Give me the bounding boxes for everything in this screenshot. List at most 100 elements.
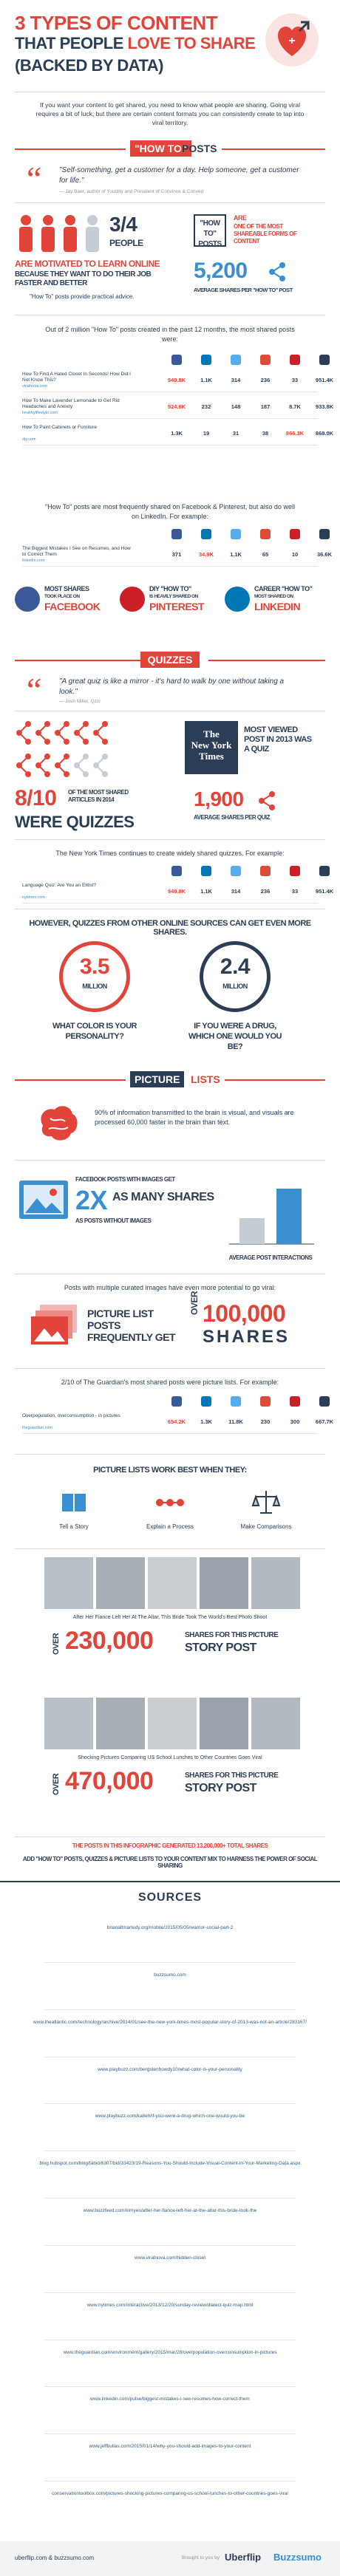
share-dot [16,762,22,768]
quote-mark: “ [27,160,42,197]
share-count: 1.1K [200,377,212,383]
share-dot [16,730,22,736]
source-item: www.nytimes.com/interactive/2013/12/20/s… [86,2302,254,2308]
examples: After Her Fiance Left Her At The Altar, … [0,1557,340,1838]
quiz-fraction: 8/10 [15,786,57,810]
g [86,215,99,252]
post-title: How To Make Lavender Lemonade to Get Rid… [22,398,120,409]
network-text: CAREER "HOW TO" [254,585,313,592]
rect [64,227,77,252]
line [15,1079,126,1081]
source-divider [44,2009,296,2010]
source-divider [44,2433,296,2435]
fb-big: 2X [75,1185,108,1215]
share-symbol [93,754,108,777]
network-icon [290,866,300,876]
network-icon [260,866,271,876]
stat-fraction: 3/4 [109,213,137,236]
table-row: The Biggest Mistakes I See on Resumes, a… [22,544,332,567]
share-dot [102,754,108,759]
share-dot [64,721,69,727]
share-symbol [74,754,89,777]
share-count: 924.6K [167,403,186,410]
quote-author: — Jay Baer, author of Youtility and Pres… [59,189,204,194]
path [25,1198,62,1213]
source-item: brianaltmartedy.org/mobile/2015/05/05/wa… [106,1925,234,1930]
source-item: www.buzzfeed.com/kimyeo/after-her-fiance… [83,2208,257,2214]
network-icon [231,355,241,365]
photo [200,1698,248,1749]
network-icon [319,529,330,539]
circle-unit: MILLION [222,983,248,990]
network-icon [260,355,271,365]
post-title: Overpopulation, overconsumption - in pic… [22,1413,120,1418]
photo [44,1557,93,1609]
network-icon [201,529,211,539]
network-text: IS HEAVILY SHARED ON [149,594,198,599]
photo [251,1557,300,1609]
share-symbol [35,721,50,745]
network-text: FACEBOOK [44,601,101,612]
share-count: 31 [232,430,239,437]
share-count: 371 [171,551,182,558]
path [271,264,283,279]
nyt-logo-text: The [203,728,220,739]
table-row: Language Quiz: Are You an Elitist? nytime… [22,881,333,903]
example-text: SHARES FOR THIS PICTURE [185,1772,279,1780]
multi-text: PICTURE LIST POSTS FREQUENTLY GET [87,1308,176,1343]
share-dot [35,730,41,736]
post-title: Language Quiz: Are You an Elitist? [22,883,97,888]
quote: "A great quiz is like a mirror - it's ha… [59,677,285,696]
line [15,660,140,661]
share-count: 314 [231,888,241,895]
share-dot [93,730,99,736]
share-dot [83,771,89,777]
path [41,1106,78,1141]
share-dot [55,762,61,768]
work-best: PICTURE LISTS WORK BEST WHEN THEY: [93,1466,247,1475]
example-text: SHARES FOR THIS PICTURE [185,1631,279,1639]
network-icon [171,866,182,876]
footer-brought: Brought to you by [182,2555,220,2560]
circle [21,215,31,225]
intro-text: If you want your content to get shared, … [35,101,305,126]
brain-icon [41,1106,78,1141]
summary-call: ADD "HOW TO" POSTS, QUIZZES & PICTURE LI… [22,1856,318,1869]
table-row: How To Paint Cabinets or Furniture diy.co… [22,423,333,445]
rect [19,227,33,252]
quiz-avg: 1,900 [194,788,244,810]
photo [148,1698,197,1749]
share-count: 187 [260,403,271,410]
brain-text: 90% of information transmitted to the br… [95,1109,294,1126]
source-divider [44,2292,296,2293]
heart-icon: + [265,13,319,66]
multi-intro: Posts with multiple curated images have … [64,1284,276,1291]
network-text: DIY "HOW TO" [149,585,191,592]
post-source: nytimes.com [22,895,45,900]
table-header [0,1396,340,1407]
share-count: 933.8K [315,403,334,410]
banner-tag: PICTURE [130,1071,185,1087]
photo [96,1698,145,1749]
share-count: 36.6K [316,551,332,558]
post-source: linkedin.com [22,558,45,563]
network-text: LINKEDIN [254,601,301,612]
rect [41,227,55,252]
share-dot [25,771,31,777]
footer: uberflip.com & buzzsumo.com Brought to y… [0,2541,340,2576]
badge-text: ONE OF THE MOST SHAREABLE FORMS OF CONTE… [234,223,297,245]
source-item: www.jeffbullas.com/2015/01/14/why-you-sh… [89,2444,251,2450]
source-divider [44,2150,296,2152]
use-label: Make Comparisons [240,1523,292,1530]
section-banner: QUIZZES [0,652,340,668]
share-dot [25,721,31,727]
share-symbol [74,721,89,745]
network-text: MOST SHARES [44,585,89,592]
share-dot [74,762,80,768]
share-dot [102,771,108,777]
share-icon [259,791,275,810]
share-count: 148 [231,403,241,410]
use-label: Explain a Process [146,1523,194,1530]
title-line: 3 TYPES OF CONTENT [15,12,218,34]
nyt-logo-text: Times [199,751,224,762]
